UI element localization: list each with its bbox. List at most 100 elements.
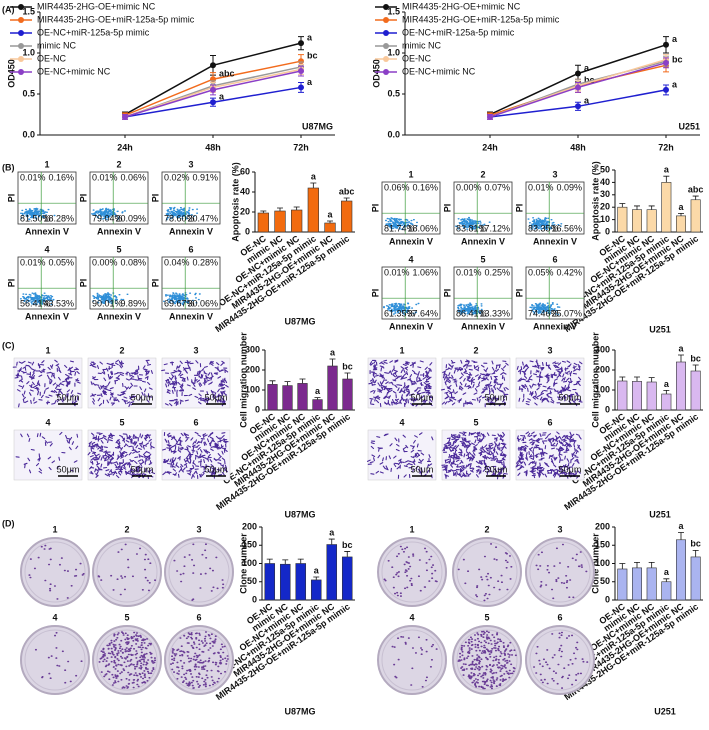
quadrant-value: 90.01%	[92, 298, 123, 308]
bar	[307, 187, 319, 233]
plate-rim	[381, 629, 443, 691]
quadrant-value: 78.60%	[164, 213, 195, 223]
bar	[617, 380, 628, 411]
quadrant-value: 0.08%	[120, 257, 146, 267]
y-tick-label: 60	[240, 166, 250, 176]
migration-image	[441, 429, 511, 481]
y-axis-label: Clone number	[590, 533, 600, 594]
migration-image	[441, 357, 511, 409]
point	[210, 99, 216, 106]
colony-plate	[20, 625, 90, 695]
flow-x-label: Annexin V	[533, 321, 577, 331]
plate-rim	[24, 629, 86, 691]
quadrant-value: 0.91%	[192, 172, 218, 182]
annotation: bc	[584, 75, 595, 85]
quadrant-value: 69.67%	[164, 298, 195, 308]
cell-cloud	[527, 217, 563, 230]
quadrant-value: 25.07%	[551, 308, 582, 318]
plot-number: 4	[408, 254, 413, 264]
annotation: a	[330, 347, 336, 357]
scale-bar-label: 50μm	[131, 464, 154, 474]
stained-cells	[87, 432, 156, 479]
error-bar	[663, 175, 670, 183]
error-bar	[293, 206, 300, 210]
y-tick-label: 100	[595, 558, 610, 568]
y-tick-label: 1.0	[387, 47, 400, 57]
annotation: bc	[342, 540, 353, 550]
y-tick-label: 1.0	[22, 47, 35, 57]
plate-rim	[381, 541, 443, 603]
y-axis-label: Apoptosis rate (%)	[590, 161, 600, 241]
error-bar	[344, 551, 351, 557]
y-axis-label: OD450	[371, 59, 381, 88]
cell-cloud	[385, 217, 418, 230]
x-tick-label: 48h	[570, 142, 586, 152]
error-bar	[329, 358, 336, 366]
annotation: a	[327, 209, 333, 219]
quadrant-value: 86.41%	[456, 308, 487, 318]
bar	[676, 215, 686, 233]
x-tick-label: 24h	[117, 142, 133, 152]
point	[575, 70, 581, 77]
cell-cloud	[529, 302, 561, 316]
legend-marker	[18, 17, 24, 23]
bar	[661, 393, 672, 411]
quadrant-value: 1.06%	[412, 267, 438, 277]
annotation: a	[329, 527, 335, 537]
y-tick-label: 50	[247, 576, 257, 586]
flow-y-label: PI	[78, 194, 88, 203]
legend-label: OE-NC	[37, 53, 67, 63]
y-tick-label: 10	[600, 214, 610, 224]
image-number: 1	[399, 345, 404, 355]
quadrant-value: 0.02%	[164, 172, 190, 182]
flow-x-label: Annexin V	[25, 311, 69, 321]
scale-bar-label: 50μm	[131, 392, 154, 402]
panel-label: (D)	[2, 518, 15, 528]
plot-number: 4	[44, 244, 49, 254]
colony-plate	[525, 537, 595, 607]
annotation: bc	[690, 353, 701, 363]
scale-bar-label: 50μm	[559, 392, 582, 402]
quadrant-value: 0.01%	[384, 267, 410, 277]
plate-rim	[168, 541, 230, 603]
quadrant-value: 0.01%	[20, 257, 46, 267]
error-bar	[678, 354, 684, 362]
image-number: 6	[557, 612, 562, 622]
image-number: 4	[45, 417, 50, 427]
quadrant-value: 0.07%	[484, 182, 510, 192]
x-tick-label: 72h	[658, 142, 674, 152]
error-bar	[310, 182, 317, 188]
annotation: abc	[339, 186, 355, 196]
flow-y-label: PI	[78, 279, 88, 288]
colony-plate	[164, 537, 234, 607]
scale-bar-label: 50μm	[559, 464, 582, 474]
point	[298, 84, 304, 91]
cell-line-label: U251	[654, 706, 676, 716]
panel-label: (A)	[2, 4, 15, 14]
x-tick-label: 24h	[482, 142, 498, 152]
point	[298, 58, 304, 65]
annotation: a	[307, 77, 313, 87]
stained-cells	[89, 359, 153, 408]
scale-bar-label: 50μm	[205, 464, 228, 474]
colonies	[98, 631, 157, 689]
scale-bar-label: 50μm	[205, 392, 228, 402]
plate-rim	[96, 629, 158, 691]
error-bar	[260, 210, 267, 213]
quadrant-value: 43.53%	[43, 298, 74, 308]
y-tick-label: 1.5	[22, 6, 35, 16]
quadrant-value: 56.41%	[20, 298, 51, 308]
y-axis-label: Cell migration number	[238, 332, 248, 428]
image-number: 6	[196, 612, 201, 622]
bar	[257, 212, 269, 233]
y-tick-label: 0	[245, 226, 250, 236]
bar	[274, 210, 286, 233]
y-tick-label: 0	[255, 404, 260, 414]
colonies	[391, 636, 438, 688]
bar	[297, 383, 308, 411]
point	[210, 86, 216, 93]
legend-label: MIR4435-2HG-OE+miR-125a-5p mimic	[37, 14, 195, 24]
y-tick-label: 100	[245, 384, 260, 394]
colonies	[97, 543, 157, 596]
